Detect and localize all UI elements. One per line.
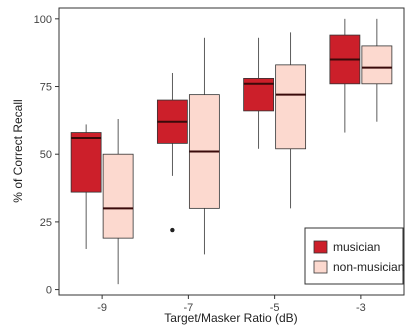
- box-non-musician--7: [188, 37, 220, 255]
- box-body: [70, 132, 102, 193]
- legend-key-musician: [313, 240, 328, 254]
- outlier-point: [170, 227, 175, 233]
- legend-box: [304, 227, 404, 285]
- x-axis-title: Target/Masker Ratio (dB): [164, 311, 297, 325]
- box-body: [361, 45, 393, 85]
- y-axis-title: % of Correct Recall: [11, 99, 25, 202]
- box-musician--9: [70, 124, 102, 249]
- y-tick-label-0: 0: [46, 285, 52, 297]
- box-musician--5: [243, 37, 275, 149]
- box-body: [102, 153, 134, 239]
- box-musician--7: [156, 72, 188, 233]
- x-tick-label--9: -9: [97, 302, 107, 314]
- legend-label-non-musician: non-musician: [333, 260, 404, 274]
- box-non-musician--3: [361, 18, 393, 122]
- box-body: [275, 64, 307, 150]
- y-tick-label-25: 25: [40, 217, 52, 229]
- y-tick-label-75: 75: [40, 82, 52, 94]
- box-non-musician--5: [275, 32, 307, 209]
- legend-label-musician: musician: [333, 240, 380, 254]
- x-axis: -9 -7 -5 -3: [97, 295, 366, 314]
- box-musician--3: [329, 18, 361, 133]
- boxes-layer: [70, 18, 393, 285]
- y-axis: 0 25 50 75 100: [34, 14, 59, 297]
- y-tick-label-50: 50: [40, 149, 52, 161]
- legend: musician non-musician: [304, 227, 404, 285]
- x-tick-label--7: -7: [183, 302, 193, 314]
- legend-key-non-musician: [313, 260, 328, 274]
- x-tick-label--3: -3: [356, 302, 366, 314]
- x-tick-label--5: -5: [270, 302, 280, 314]
- box-non-musician--9: [102, 119, 134, 285]
- y-tick-label-100: 100: [34, 14, 52, 26]
